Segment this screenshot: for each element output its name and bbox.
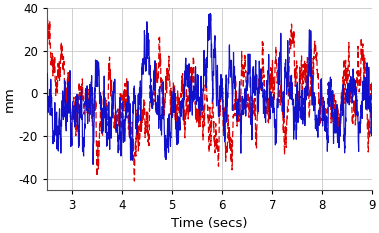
Y-axis label: mm: mm	[3, 86, 16, 112]
X-axis label: Time (secs): Time (secs)	[171, 217, 248, 230]
